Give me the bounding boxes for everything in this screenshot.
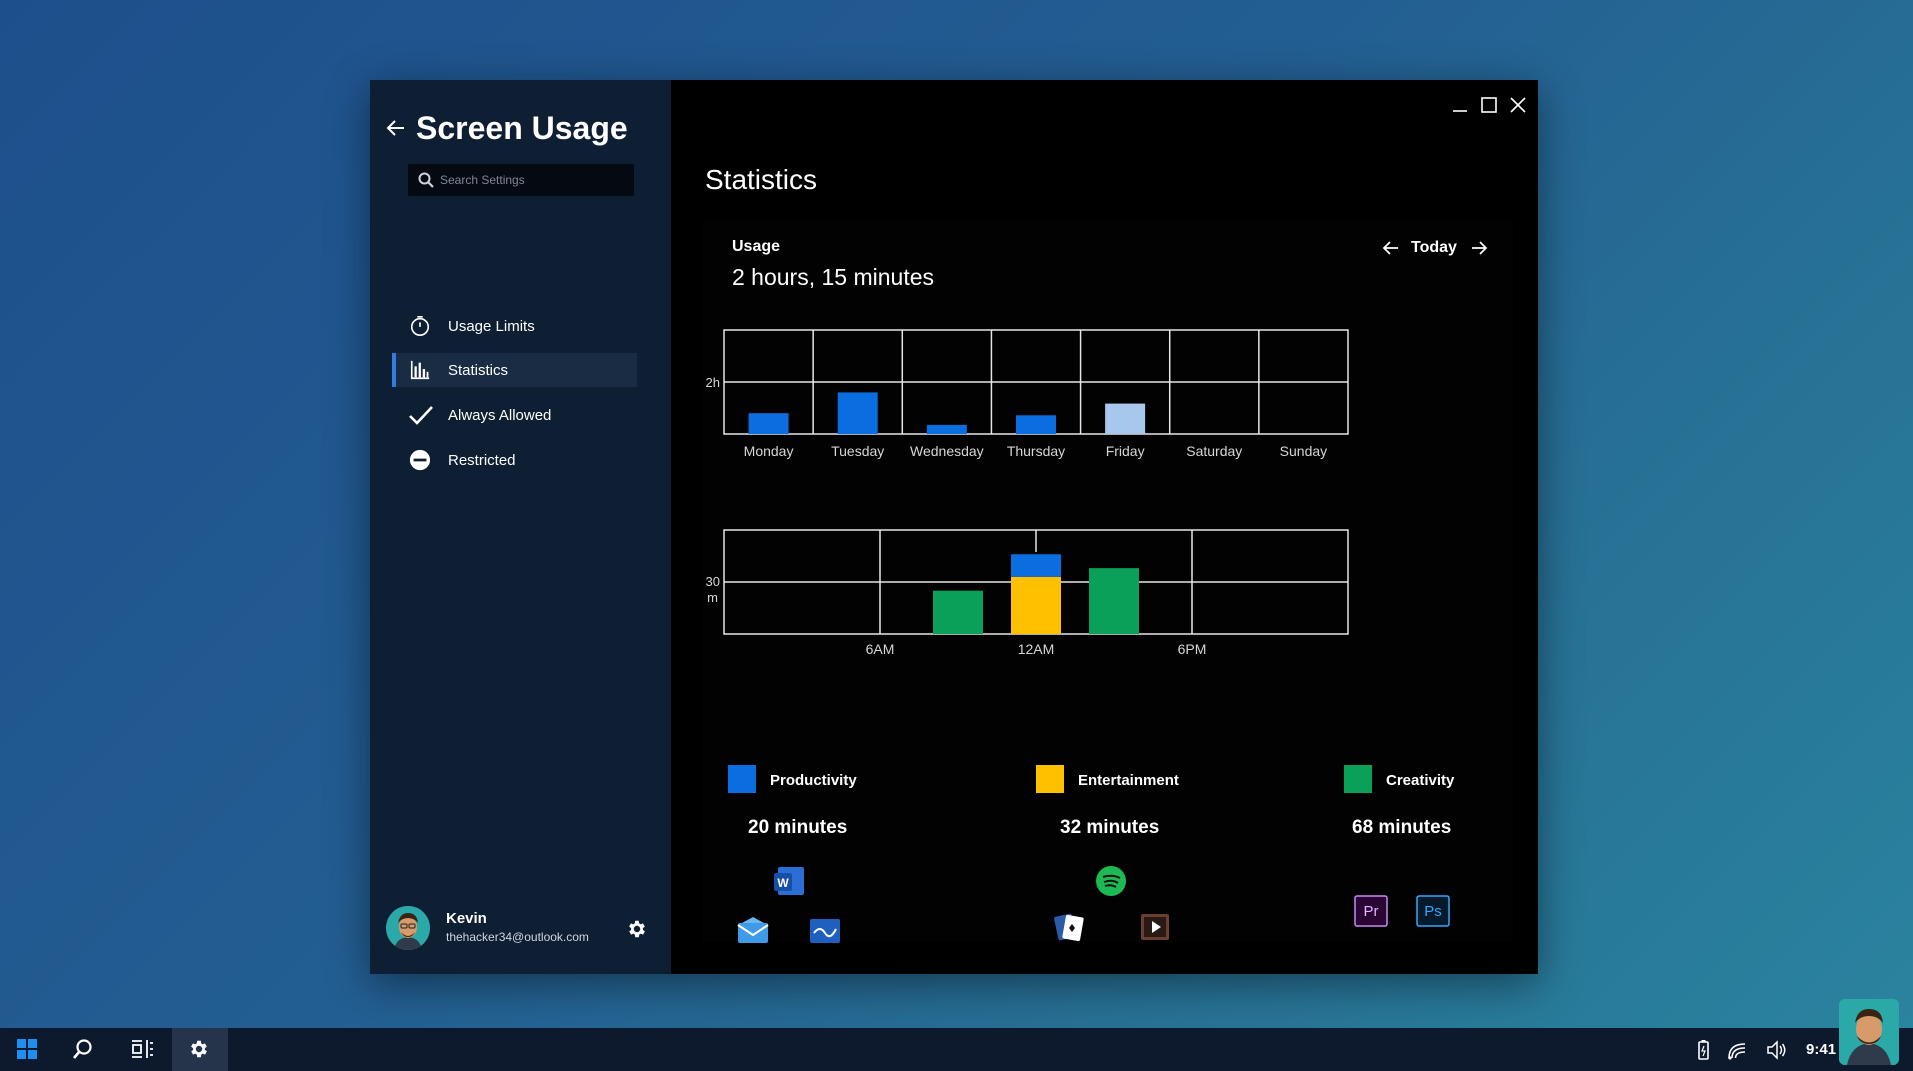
svg-text:Ps: Ps xyxy=(1424,903,1442,920)
mail-icon[interactable] xyxy=(736,915,770,947)
bar-entertainment xyxy=(1011,576,1061,634)
legend-minutes: 20 minutes xyxy=(748,817,848,838)
gear-icon xyxy=(191,1040,207,1058)
sidebar-item-restricted[interactable]: Restricted xyxy=(392,443,637,477)
bar-creativity xyxy=(933,590,983,634)
legend-name: Entertainment xyxy=(1078,772,1179,789)
sidebar: Screen Usage Search Settings Usage Limit… xyxy=(370,80,671,974)
svg-text:Pr: Pr xyxy=(1364,903,1379,920)
bar-wednesday xyxy=(926,424,967,434)
legend-creativity: Creativity 68 minutes Pr Ps xyxy=(1344,765,1584,965)
next-arrow-icon[interactable] xyxy=(1469,238,1489,258)
search-placeholder: Search Settings xyxy=(440,173,525,187)
period-label: Today xyxy=(1411,239,1457,256)
bar-monday xyxy=(748,413,789,434)
legend-name: Creativity xyxy=(1386,772,1455,789)
app-title: Screen Usage xyxy=(416,110,628,146)
x-tick-label: Saturday xyxy=(1186,443,1242,459)
battery-icon[interactable] xyxy=(1692,1039,1714,1061)
legend-name: Productivity xyxy=(770,772,857,789)
sidebar-item-statistics[interactable]: Statistics xyxy=(392,353,637,387)
x-tick-label: Friday xyxy=(1106,443,1145,459)
taskbar: 9:41 AM xyxy=(0,999,1913,1071)
taskbar-search-button[interactable] xyxy=(56,1028,112,1071)
x-tick-label: Thursday xyxy=(1007,443,1065,459)
volume-icon[interactable] xyxy=(1766,1039,1788,1061)
user-email: thehacker34@outlook.com xyxy=(446,930,589,944)
usage-label: Usage xyxy=(732,238,781,255)
sidebar-item-label: Usage Limits xyxy=(448,318,535,335)
gear-icon[interactable] xyxy=(626,918,648,940)
x-tick-label: Wednesday xyxy=(910,443,984,459)
user-avatar-icon[interactable] xyxy=(1839,999,1899,1065)
sidebar-item-label: Restricted xyxy=(448,452,516,469)
y-tick-label: m xyxy=(707,590,718,605)
photoshop-icon[interactable]: Ps xyxy=(1416,895,1450,927)
premiere-icon[interactable]: Pr xyxy=(1354,895,1388,927)
bar-tuesday xyxy=(837,392,878,434)
sidebar-item-usage-limits[interactable]: Usage Limits xyxy=(392,309,637,343)
whiteboard-icon[interactable] xyxy=(808,915,842,947)
productivity-swatch xyxy=(728,765,756,793)
previous-arrow-icon[interactable] xyxy=(1381,238,1401,258)
y-tick-label: 2h xyxy=(706,375,720,390)
main-panel: Statistics Usage 2 hours, 15 minutes Tod… xyxy=(671,80,1538,974)
legend-minutes: 32 minutes xyxy=(1060,817,1160,838)
sidebar-item-always-allowed[interactable]: Always Allowed xyxy=(392,398,637,432)
bar-friday xyxy=(1105,403,1146,434)
word-icon[interactable]: W xyxy=(772,865,806,897)
close-icon[interactable] xyxy=(1507,94,1529,116)
bar-chart-icon xyxy=(408,359,432,381)
weekly-usage-chart: 2h Monday Tuesday Wednesday Thursday Friday Sa… xyxy=(702,320,1513,495)
usage-total: 2 hours, 15 minutes xyxy=(732,264,935,290)
usage-card: Usage 2 hours, 15 minutes Today 2h Monday… xyxy=(702,220,1513,943)
y-tick-label: 30 xyxy=(706,574,720,589)
back-arrow-icon[interactable] xyxy=(384,116,408,140)
entertainment-swatch xyxy=(1036,765,1064,793)
x-tick-label: 12AM xyxy=(1018,641,1055,657)
page-title: Statistics xyxy=(705,164,818,195)
restricted-icon xyxy=(408,449,432,471)
task-view-icon xyxy=(132,1040,153,1058)
settings-taskbar-button[interactable] xyxy=(172,1028,228,1071)
solitaire-icon[interactable] xyxy=(1052,911,1086,943)
windows-logo-icon xyxy=(17,1039,37,1059)
legend-entertainment: Entertainment 32 minutes xyxy=(1036,765,1276,965)
task-view-button[interactable] xyxy=(114,1028,170,1071)
period-navigator: Today xyxy=(1373,234,1493,262)
check-icon xyxy=(408,404,433,426)
bar-thursday xyxy=(1016,415,1056,434)
user-account[interactable]: Kevin thehacker34@outlook.com xyxy=(386,906,656,956)
x-tick-label: 6PM xyxy=(1178,641,1207,657)
x-tick-label: Tuesday xyxy=(831,443,884,459)
start-button[interactable] xyxy=(0,1028,56,1071)
search-icon xyxy=(73,1039,92,1059)
hourly-usage-chart: 30 m 6AM 12AM 6PM xyxy=(702,520,1513,695)
bar-productivity xyxy=(1011,554,1061,577)
screen-usage-window: Screen Usage Search Settings Usage Limit… xyxy=(370,80,1538,974)
sidebar-item-label: Statistics xyxy=(448,362,509,379)
wifi-icon[interactable] xyxy=(1726,1039,1748,1061)
sidebar-item-label: Always Allowed xyxy=(448,407,552,424)
svg-text:W: W xyxy=(777,876,789,890)
x-tick-label: 6AM xyxy=(866,641,895,657)
timer-icon xyxy=(408,315,432,337)
legend-minutes: 68 minutes xyxy=(1352,817,1452,838)
avatar xyxy=(386,906,430,950)
search-input[interactable]: Search Settings xyxy=(408,164,634,196)
user-name: Kevin xyxy=(446,910,487,927)
x-tick-label: Monday xyxy=(744,443,794,459)
x-tick-label: Sunday xyxy=(1280,443,1327,459)
search-icon xyxy=(418,172,434,188)
maximize-icon[interactable] xyxy=(1478,94,1500,116)
legend-productivity: Productivity 20 minutes W xyxy=(728,765,968,965)
movies-icon[interactable] xyxy=(1138,911,1172,943)
spotify-icon[interactable] xyxy=(1094,865,1128,897)
minimize-icon[interactable] xyxy=(1449,94,1471,116)
creativity-swatch xyxy=(1344,765,1372,793)
bar-creativity xyxy=(1089,568,1139,634)
